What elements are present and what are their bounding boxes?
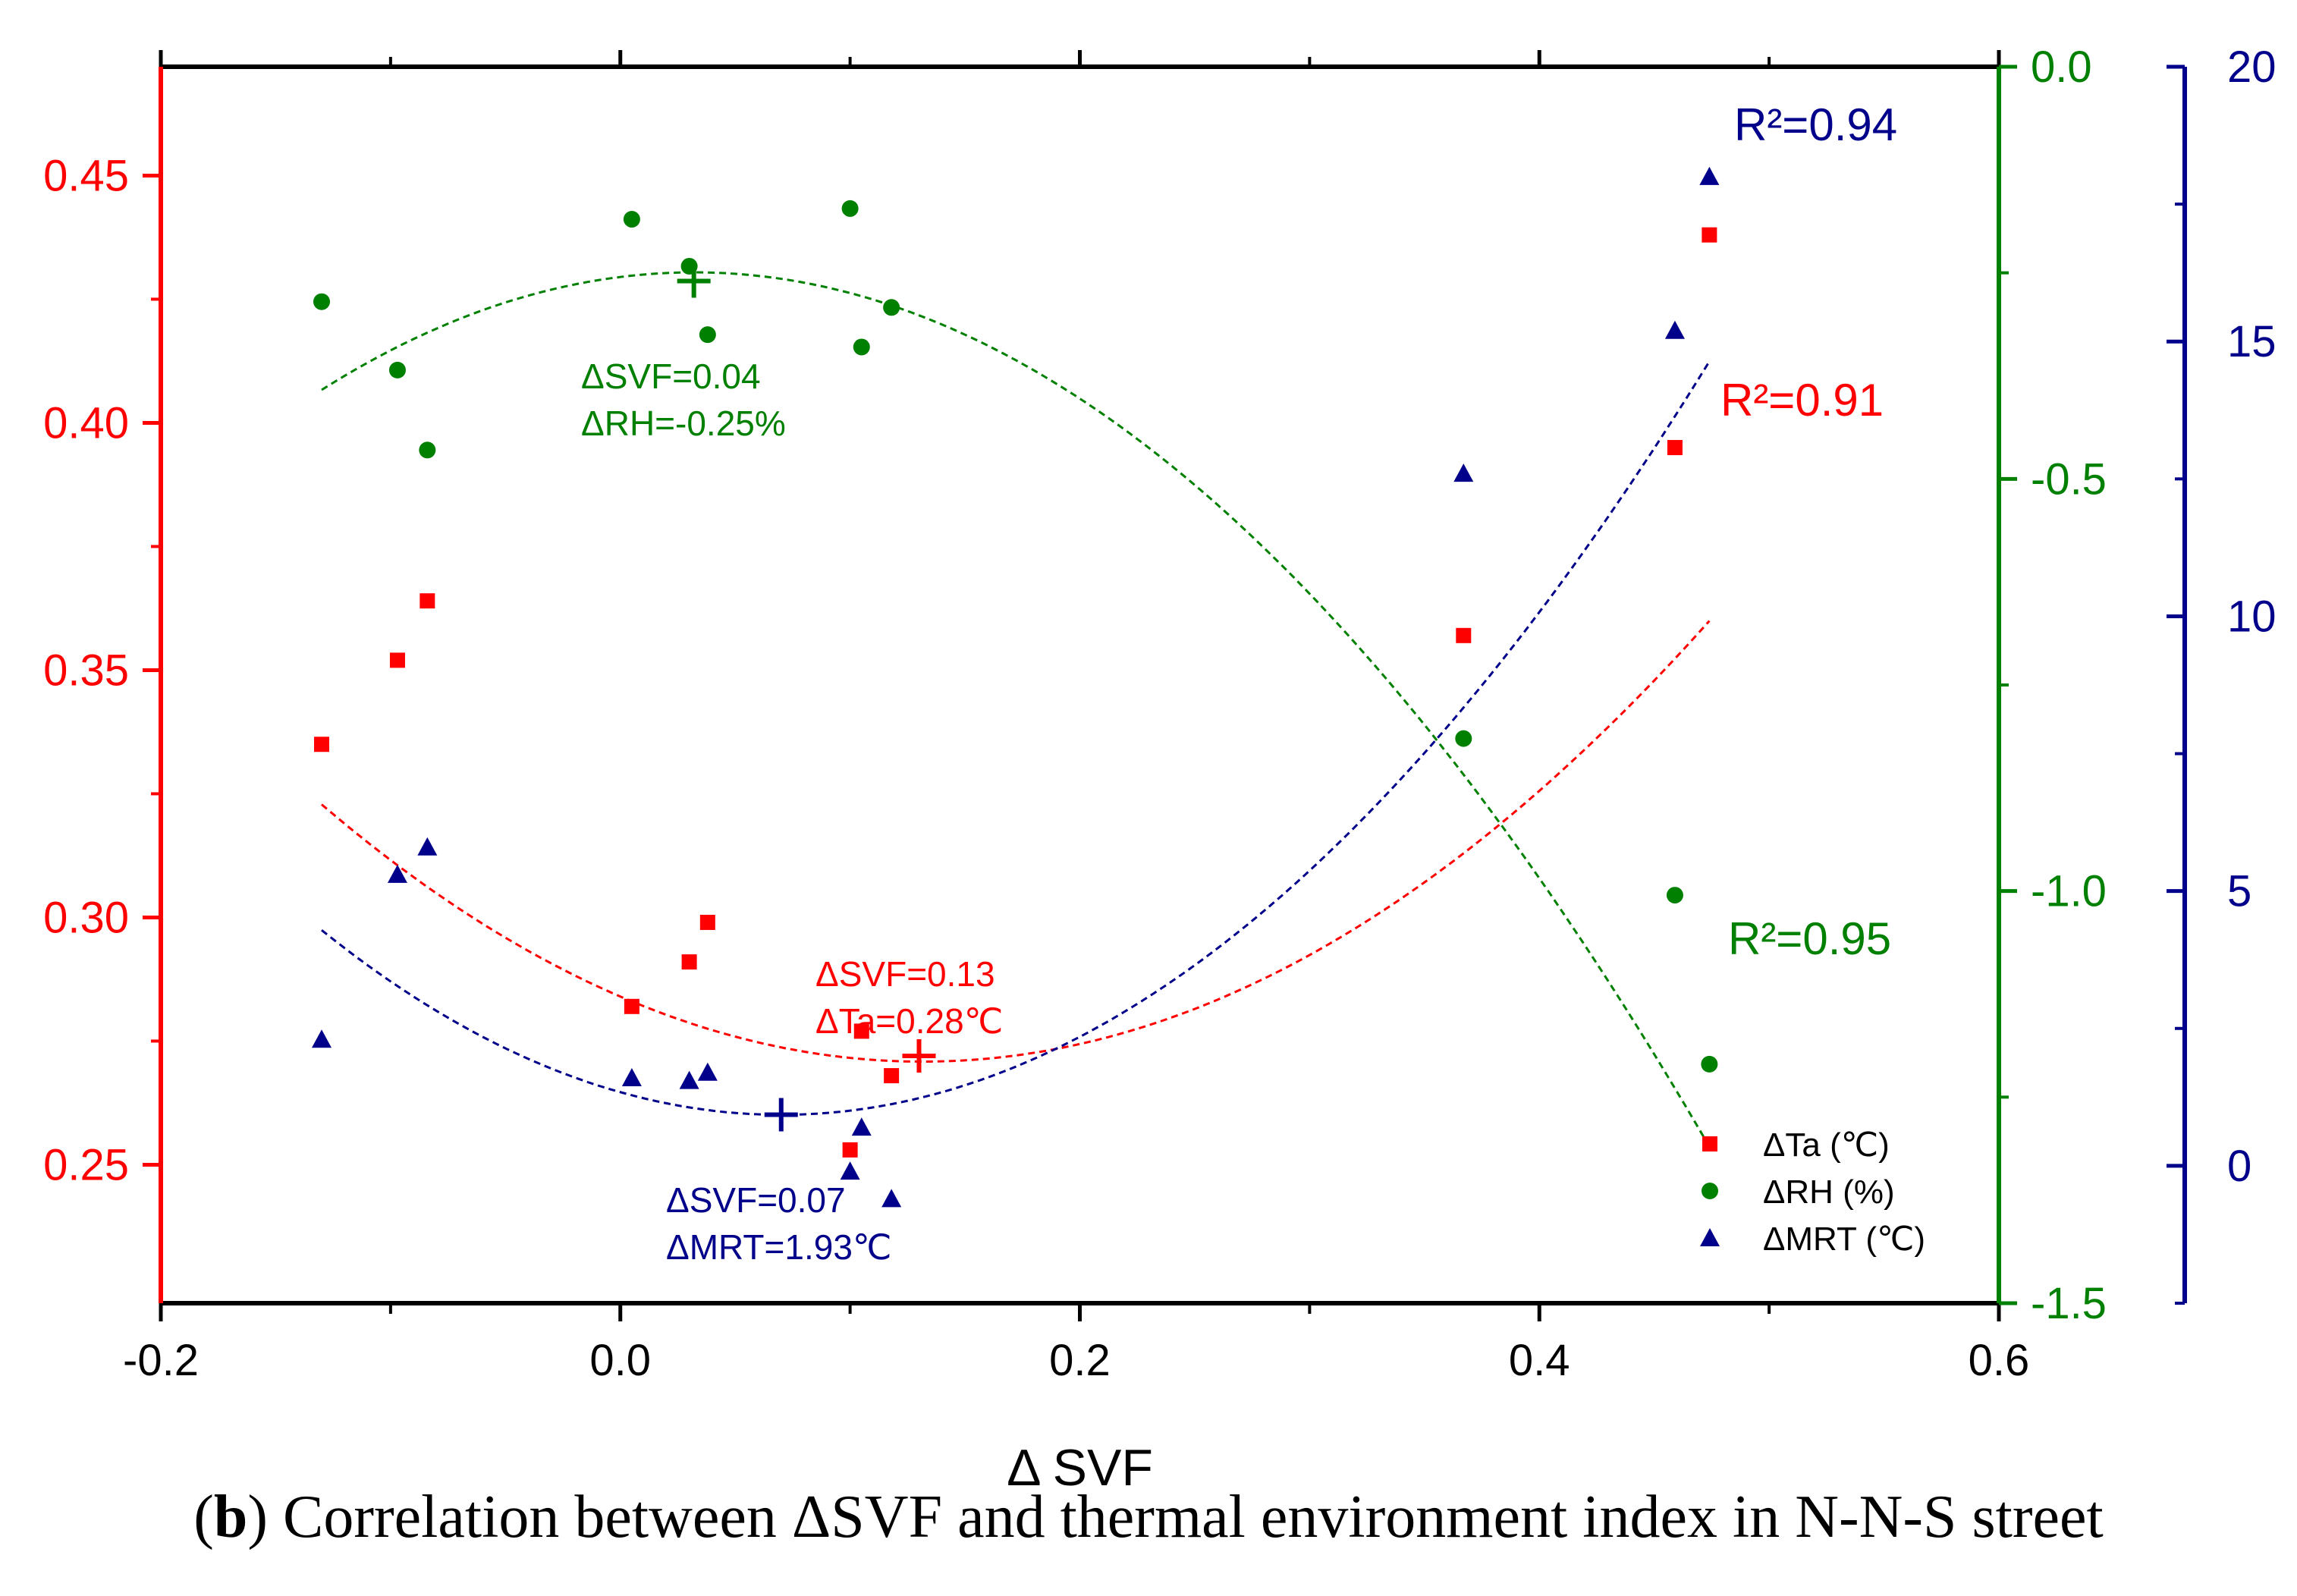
ta-tick-label: 0.35 [43, 646, 129, 695]
legend-label: ΔTa (℃) [1763, 1126, 1890, 1164]
fit-curve-1 [321, 271, 1711, 1148]
mrt-point [312, 1029, 332, 1048]
rh-point [699, 326, 716, 344]
x-tick-label: 0.0 [589, 1336, 651, 1385]
rh-tick-label: -1.0 [2031, 867, 2107, 916]
fit-curve-0 [321, 620, 1711, 1063]
rh-point [1455, 730, 1472, 747]
ta-point [699, 914, 715, 930]
ta-point [884, 1068, 900, 1084]
mrt-point [621, 1067, 642, 1086]
rh-point [841, 200, 859, 217]
ta-point [389, 652, 405, 668]
ta-point [314, 737, 330, 752]
rh-point [853, 338, 870, 356]
ta-point [1667, 440, 1683, 456]
mrt-point [697, 1062, 718, 1081]
x-tick-label: -0.2 [123, 1336, 199, 1385]
vertex-annotation: ΔTa=0.28℃ [815, 1001, 1003, 1041]
rh-point [623, 211, 640, 228]
figure-caption: (b) Correlation between ΔSVF and thermal… [193, 1484, 2104, 1550]
x-tick-label: 0.6 [1969, 1336, 2030, 1385]
x-tick-label: 0.2 [1049, 1336, 1111, 1385]
ta-tick-label: 0.40 [43, 398, 129, 448]
vertex-annotation: ΔSVF=0.04 [581, 357, 761, 396]
mrt-tick-label: 20 [2227, 42, 2277, 92]
caption-label: b [213, 1484, 248, 1550]
vertex-annotation: ΔSVF=0.07 [666, 1180, 846, 1220]
mrt-point [851, 1117, 872, 1136]
mrt-point [679, 1070, 699, 1089]
rh-point [388, 361, 406, 379]
vertex-marker [764, 1098, 798, 1132]
ta-tick-label: 0.25 [43, 1140, 129, 1189]
rh-tick-label: 0.0 [2031, 42, 2092, 92]
rh-tick-label: -0.5 [2031, 454, 2107, 504]
fit-curve-2 [321, 360, 1711, 1117]
mrt-point [881, 1189, 902, 1208]
legend-square-marker [1702, 1136, 1717, 1151]
ta-point [842, 1142, 858, 1158]
vertex-marker [902, 1039, 936, 1073]
x-axis-title: Δ SVF [1007, 1439, 1153, 1497]
ta-tick-label: 0.30 [43, 893, 129, 942]
mrt-point [1664, 320, 1685, 339]
mrt-point [417, 837, 438, 856]
rh-tick-label: -1.5 [2031, 1279, 2107, 1328]
ta-point [624, 998, 639, 1014]
rh-point [1701, 1055, 1718, 1073]
rh-point [1666, 887, 1683, 904]
mrt-tick-label: 0 [2227, 1142, 2251, 1191]
ta-point [853, 1023, 869, 1039]
vertex-annotation: ΔMRT=1.93℃ [666, 1227, 892, 1267]
rh-point [883, 299, 900, 316]
r2-label: R²=0.94 [1734, 99, 1897, 150]
rh-point [313, 293, 331, 310]
x-tick-label: 0.4 [1509, 1336, 1570, 1385]
vertex-annotation: ΔRH=-0.25% [581, 404, 786, 443]
mrt-point [1453, 463, 1474, 482]
ta-point [1702, 227, 1717, 243]
mrt-point [387, 864, 407, 883]
mrt-point [840, 1161, 860, 1180]
vertex-annotation: ΔSVF=0.13 [815, 954, 995, 994]
caption-text: Correlation between ΔSVF and thermal env… [283, 1484, 2104, 1550]
legend-circle-marker [1702, 1183, 1718, 1199]
mrt-tick-label: 15 [2227, 317, 2277, 366]
mrt-tick-label: 10 [2227, 592, 2277, 641]
rh-point [419, 441, 436, 459]
ta-point [681, 954, 697, 970]
vertex-marker [677, 264, 711, 298]
r2-label: R²=0.95 [1728, 913, 1891, 964]
legend-triangle-marker [1700, 1228, 1720, 1246]
ta-point [1456, 627, 1472, 643]
ta-point [419, 593, 435, 609]
legend-label: ΔMRT (℃) [1763, 1221, 1925, 1258]
ta-tick-label: 0.45 [43, 151, 129, 200]
mrt-point [1699, 166, 1720, 185]
r2-label: R²=0.91 [1720, 375, 1884, 426]
mrt-tick-label: 5 [2227, 867, 2251, 916]
legend-label: ΔRH (%) [1763, 1173, 1895, 1211]
